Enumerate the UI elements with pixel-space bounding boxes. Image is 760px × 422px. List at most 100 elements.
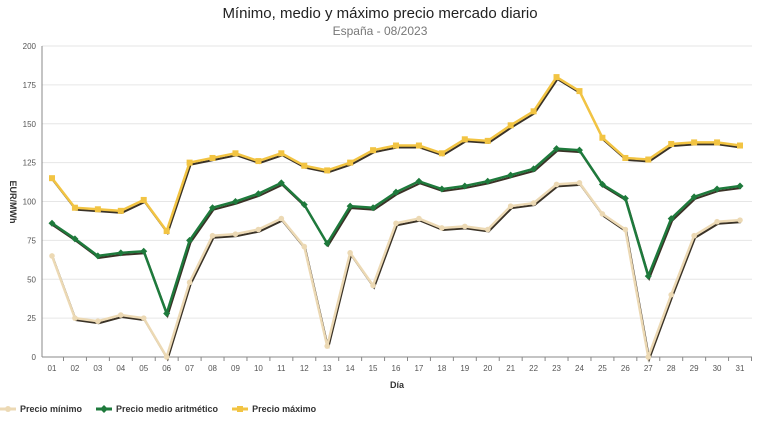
y-tick-label: 100 <box>23 198 37 207</box>
data-point-max <box>691 139 698 146</box>
data-point-max <box>163 228 170 235</box>
x-tick-label: 13 <box>323 364 332 373</box>
legend-item-max[interactable]: Precio máximo <box>232 404 316 414</box>
series-line-0 <box>50 181 741 362</box>
data-point-max <box>714 139 721 146</box>
data-point-mean <box>346 202 354 210</box>
y-tick-label: 50 <box>27 275 36 284</box>
series-shadow <box>52 183 742 363</box>
data-point-min <box>118 312 124 318</box>
data-point-mean <box>415 177 423 185</box>
data-point-min <box>140 315 147 321</box>
x-tick-label: 06 <box>162 364 171 373</box>
series-line-2 <box>51 75 741 234</box>
x-tick-label: 03 <box>93 364 102 373</box>
y-tick-label: 150 <box>23 120 37 129</box>
data-point-min <box>691 232 697 239</box>
data-point-mean <box>575 146 583 154</box>
data-point-max <box>117 207 124 214</box>
data-point-min <box>186 279 193 286</box>
data-point-max <box>255 158 262 165</box>
legend-item-mean[interactable]: Precio medio aritmético <box>96 404 218 414</box>
data-point-min <box>209 232 216 239</box>
data-point-min <box>49 253 55 259</box>
data-point-max <box>209 154 216 161</box>
x-tick-label: 30 <box>713 364 722 373</box>
data-point-min <box>232 231 239 237</box>
data-point-min <box>163 354 170 360</box>
legend-item-min[interactable]: Precio mínimo <box>0 404 82 414</box>
y-tick-label: 25 <box>27 314 36 323</box>
x-tick-label: 11 <box>277 364 286 373</box>
x-tick-label: 20 <box>483 364 492 373</box>
y-tick-label: 175 <box>23 81 37 90</box>
data-point-min <box>714 218 720 225</box>
x-tick-label: 24 <box>575 364 584 373</box>
legend: Precio mínimo Precio medio aritmético Pr… <box>0 404 316 414</box>
data-point-mean <box>644 272 652 280</box>
y-tick-label: 200 <box>23 42 37 51</box>
x-tick-label: 12 <box>300 364 309 373</box>
data-point-max <box>599 134 606 141</box>
x-tick-label: 23 <box>552 364 561 373</box>
x-axis-label: Día <box>390 380 405 390</box>
x-tick-label: 08 <box>208 364 217 373</box>
data-point-min <box>462 223 468 230</box>
data-point-max <box>278 150 285 157</box>
data-point-min <box>622 226 629 233</box>
data-point-max <box>645 156 652 163</box>
x-tick-label: 01 <box>48 364 57 373</box>
data-point-mean <box>598 180 606 188</box>
data-point-max <box>668 140 675 147</box>
x-tick-label: 16 <box>392 364 401 373</box>
data-point-max <box>370 147 377 154</box>
x-tick-label: 25 <box>598 364 607 373</box>
data-point-mean <box>736 182 744 190</box>
data-point-max <box>186 159 193 166</box>
x-tick-label: 04 <box>116 364 125 373</box>
data-point-max <box>737 142 743 149</box>
data-point-mean <box>231 198 239 205</box>
data-point-min <box>599 211 606 217</box>
x-tick-label: 02 <box>70 364 79 373</box>
data-point-min <box>301 243 308 250</box>
legend-label: Precio máximo <box>252 404 317 414</box>
data-point-min <box>95 318 101 325</box>
x-tick-label: 21 <box>506 364 515 373</box>
y-axis-label: EUR/MWh <box>8 181 18 224</box>
x-tick-label: 28 <box>667 364 676 373</box>
data-point-mean <box>461 182 469 190</box>
data-point-min <box>576 180 583 186</box>
data-point-mean <box>369 204 377 212</box>
data-point-max <box>507 122 514 129</box>
chart-title: Mínimo, medio y máximo precio mercado di… <box>222 5 538 22</box>
data-point-min <box>416 215 422 222</box>
data-point-max <box>415 142 422 149</box>
data-point-max <box>553 74 560 81</box>
data-point-min <box>255 226 262 233</box>
data-point-mean <box>254 190 262 198</box>
data-point-min <box>72 315 78 321</box>
data-point-mean <box>484 177 492 185</box>
data-point-mean <box>438 185 446 193</box>
data-point-min <box>507 203 514 209</box>
data-point-min <box>737 217 743 223</box>
data-point-max <box>461 136 468 143</box>
data-point-mean <box>209 204 217 212</box>
data-point-max <box>393 142 399 149</box>
data-point-min <box>668 292 674 298</box>
data-point-min <box>278 215 285 222</box>
x-tick-label: 15 <box>369 364 378 373</box>
data-point-max <box>576 88 583 95</box>
data-point-mean <box>163 309 171 317</box>
x-tick-label: 26 <box>621 364 630 373</box>
x-tick-label: 05 <box>139 364 148 373</box>
data-point-max <box>622 154 629 161</box>
chart-subtitle: España - 08/2023 <box>332 24 428 38</box>
data-point-min <box>645 354 652 360</box>
data-point-max <box>530 108 537 115</box>
data-point-mean <box>94 252 102 260</box>
data-point-min <box>484 226 491 233</box>
data-point-mean <box>530 165 538 173</box>
